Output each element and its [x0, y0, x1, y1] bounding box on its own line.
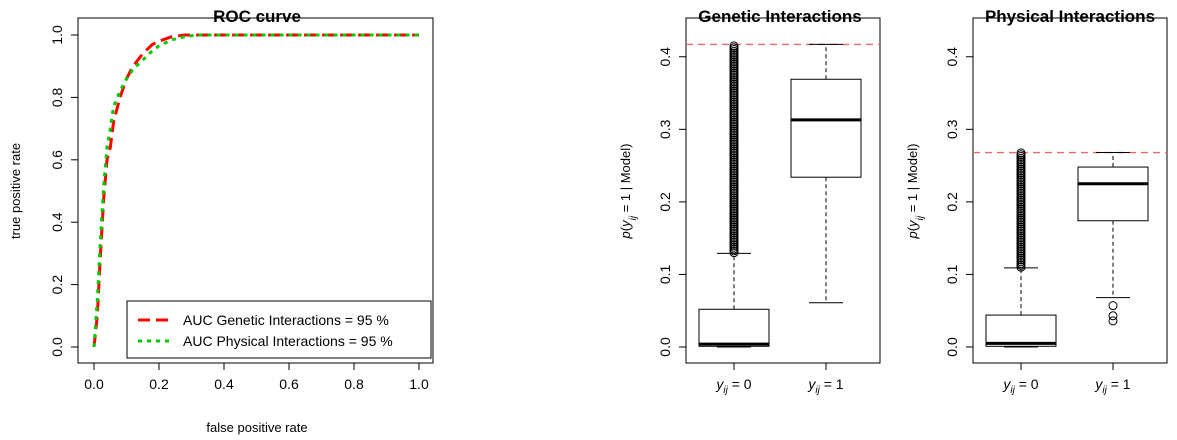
physical-boxes	[973, 148, 1167, 348]
roc-y-tick-label: 0.0	[49, 337, 65, 357]
roc-chart: ROC curve false positive rate true posit…	[8, 7, 434, 435]
box2-box-1-iqr	[1077, 166, 1149, 222]
svg-text:p(yij = 1 | Model): p(yij = 1 | Model)	[905, 144, 926, 240]
roc-y-tick-label: 0.2	[49, 275, 65, 295]
roc-x-tick-label: 0.6	[279, 376, 299, 392]
roc-title: ROC curve	[213, 7, 301, 26]
genetic-title: Genetic Interactions	[698, 7, 861, 26]
genetic-x-axis: yij = 0 yij = 1	[715, 362, 844, 396]
roc-xlabel: false positive rate	[206, 420, 307, 435]
roc-y-axis: 0.0 0.2 0.4 0.6 0.8 1.0	[49, 25, 79, 357]
roc-x-axis: 0.0 0.2 0.4 0.6 0.8 1.0	[84, 362, 429, 392]
roc-x-tick-label: 0.2	[149, 376, 169, 392]
roc-y-tick-label: 0.4	[49, 212, 65, 232]
box1-y-tick-label: 0.1	[657, 265, 673, 285]
box2-box-0-iqr	[985, 314, 1057, 347]
roc-y-tick-label: 1.0	[49, 25, 65, 45]
box2-y-tick-label: 0.3	[944, 119, 960, 139]
physical-ylabel: p(yij = 1 | Model)	[905, 144, 926, 240]
physical-title: Physical Interactions	[985, 7, 1155, 26]
genetic-ylabel: p(yij = 1 | Model)	[618, 144, 639, 240]
legend-label-genetic: AUC Genetic Interactions = 95 %	[183, 312, 389, 328]
roc-ylabel: true positive rate	[8, 143, 23, 239]
roc-legend: AUC Genetic Interactions = 95 % AUC Phys…	[126, 300, 432, 359]
physical-boxplot: Physical Interactions p(yij = 1 | Model)…	[905, 7, 1168, 396]
roc-y-tick-label: 0.6	[49, 150, 65, 170]
box1-y-tick-label: 0.0	[657, 337, 673, 357]
box2-x-tick-label: yij = 0	[1002, 376, 1038, 396]
roc-x-tick-label: 0.4	[214, 376, 234, 392]
box2-y-tick-label: 0.2	[944, 192, 960, 212]
roc-x-tick-label: 0.0	[84, 376, 104, 392]
roc-line-physical	[92, 33, 419, 348]
box2-box-1-outlier	[1108, 316, 1118, 326]
physical-y-axis: 0.0 0.1 0.2 0.3 0.4	[944, 47, 974, 357]
roc-y-tick-label: 0.8	[49, 87, 65, 107]
box1-x-tick-label: yij = 0	[715, 376, 751, 396]
box2-y-tick-label: 0.1	[944, 265, 960, 285]
genetic-boxes	[686, 41, 880, 348]
box1-box-0-outlier	[729, 41, 739, 51]
roc-x-tick-label: 0.8	[344, 376, 364, 392]
box2-box-1-outlier	[1108, 301, 1118, 311]
box2-y-tick-label: 0.0	[944, 337, 960, 357]
box1-x-tick-label: yij = 1	[807, 376, 843, 396]
roc-line-genetic	[92, 33, 419, 348]
legend-label-physical: AUC Physical Interactions = 95 %	[183, 333, 393, 349]
genetic-y-axis: 0.0 0.1 0.2 0.3 0.4	[657, 47, 687, 357]
roc-x-tick-label: 1.0	[409, 376, 429, 392]
roc-series	[92, 33, 419, 348]
box1-box-0-iqr	[698, 308, 770, 347]
box2-box-0-outlier	[1016, 148, 1026, 158]
legend-frame	[126, 300, 432, 359]
box1-box-1-iqr	[790, 78, 862, 178]
box1-y-tick-label: 0.4	[657, 47, 673, 67]
box2-y-tick-label: 0.4	[944, 47, 960, 67]
box2-x-tick-label: yij = 1	[1094, 376, 1130, 396]
genetic-boxplot: Genetic Interactions p(yij = 1 | Model) …	[618, 7, 881, 396]
box2-box-1-outlier	[1108, 311, 1118, 321]
box1-y-tick-label: 0.3	[657, 119, 673, 139]
box1-y-tick-label: 0.2	[657, 192, 673, 212]
physical-x-axis: yij = 0 yij = 1	[1002, 362, 1131, 396]
svg-text:p(yij = 1 | Model): p(yij = 1 | Model)	[618, 144, 639, 240]
